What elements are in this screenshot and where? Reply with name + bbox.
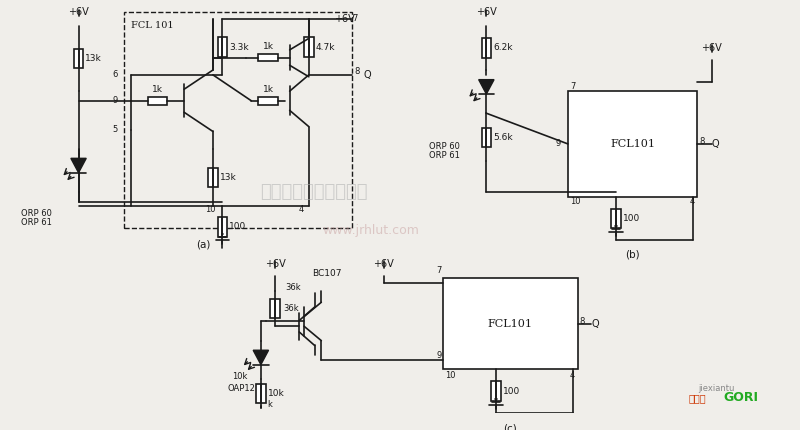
- Text: www.jrhlut.com: www.jrhlut.com: [322, 224, 420, 237]
- Text: 8: 8: [579, 317, 585, 326]
- Bar: [258, 97, 278, 104]
- Text: Q: Q: [592, 319, 599, 329]
- Text: 4: 4: [298, 205, 304, 214]
- Text: 1k: 1k: [152, 85, 163, 94]
- Text: 4: 4: [690, 197, 695, 206]
- Text: (c): (c): [503, 424, 518, 430]
- Text: 13k: 13k: [220, 173, 236, 182]
- Bar: [304, 37, 314, 57]
- Text: 100: 100: [502, 387, 520, 396]
- Text: +6V: +6V: [334, 14, 354, 25]
- Text: (a): (a): [196, 240, 210, 249]
- Text: 9: 9: [436, 351, 442, 360]
- Bar: [218, 37, 227, 57]
- Text: 3.3k: 3.3k: [230, 43, 249, 52]
- Text: 36k: 36k: [283, 304, 298, 313]
- Text: ORP 60: ORP 60: [21, 209, 52, 218]
- Text: FCL101: FCL101: [488, 319, 533, 329]
- Text: 6: 6: [113, 71, 118, 80]
- Bar: [258, 54, 278, 61]
- Bar: [611, 209, 621, 228]
- Text: 5: 5: [113, 125, 118, 134]
- Text: jiexiantu: jiexiantu: [698, 384, 735, 393]
- Text: 6.2k: 6.2k: [493, 43, 513, 52]
- Bar: [491, 381, 501, 401]
- Text: 7: 7: [352, 14, 358, 23]
- Bar: [148, 97, 167, 104]
- Text: 9: 9: [556, 139, 562, 148]
- Text: 10: 10: [206, 205, 216, 214]
- Bar: [74, 49, 83, 68]
- Text: FCL101: FCL101: [610, 139, 655, 149]
- Bar: [482, 128, 491, 147]
- Text: 36k: 36k: [285, 283, 301, 292]
- Text: 9: 9: [113, 96, 118, 105]
- Text: +6V: +6V: [265, 259, 286, 269]
- Text: 1k: 1k: [262, 85, 274, 94]
- Text: 10k: 10k: [232, 372, 247, 381]
- Text: 7: 7: [436, 267, 442, 276]
- Bar: [270, 299, 280, 318]
- Bar: [568, 91, 698, 197]
- Text: 10: 10: [445, 372, 455, 381]
- Text: Q: Q: [363, 70, 371, 80]
- Text: ORP 61: ORP 61: [21, 218, 52, 227]
- Text: Q: Q: [712, 139, 719, 149]
- Text: 杭州将睿科技有限公司: 杭州将睿科技有限公司: [260, 183, 367, 201]
- Text: 接线图: 接线图: [689, 393, 706, 403]
- Text: BC107: BC107: [312, 269, 342, 278]
- Text: 4.7k: 4.7k: [315, 43, 335, 52]
- Text: 13k: 13k: [86, 54, 102, 63]
- Text: 5.6k: 5.6k: [493, 133, 513, 142]
- Text: 100: 100: [230, 222, 246, 231]
- Text: 8: 8: [354, 68, 359, 77]
- Text: 10: 10: [570, 197, 580, 206]
- Text: GORI: GORI: [723, 391, 758, 404]
- Text: ORP 61: ORP 61: [429, 151, 460, 160]
- Text: +6V: +6V: [374, 259, 394, 269]
- Text: 100: 100: [622, 214, 640, 223]
- Text: 7: 7: [570, 82, 575, 91]
- Text: ORP 60: ORP 60: [429, 142, 460, 151]
- Text: 4: 4: [570, 372, 575, 381]
- Bar: [482, 38, 491, 58]
- Text: k: k: [267, 400, 273, 409]
- Text: 1k: 1k: [262, 42, 274, 51]
- Text: +6V: +6V: [702, 43, 722, 53]
- Text: 10k: 10k: [267, 389, 284, 398]
- Bar: [256, 384, 266, 403]
- Bar: [208, 168, 218, 187]
- Text: +6V: +6V: [68, 7, 89, 17]
- Text: OAP12: OAP12: [227, 384, 255, 393]
- Bar: [218, 217, 227, 237]
- Text: +6V: +6V: [476, 7, 497, 17]
- Polygon shape: [253, 350, 269, 365]
- Bar: [124, 12, 352, 228]
- Text: (b): (b): [626, 249, 640, 259]
- Polygon shape: [478, 80, 494, 94]
- Text: FCL 101: FCL 101: [131, 21, 174, 30]
- Text: 8: 8: [699, 137, 705, 146]
- Polygon shape: [71, 158, 86, 173]
- Bar: [443, 278, 578, 369]
